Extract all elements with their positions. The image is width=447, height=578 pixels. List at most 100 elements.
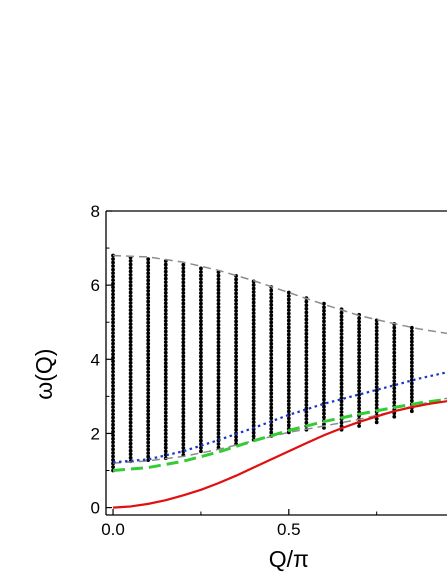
scatter-point [339,410,344,414]
scatter-point [286,371,291,375]
scatter-point [111,299,115,304]
scatter-point [409,384,414,389]
scatter-point [199,333,203,338]
scatter-point [357,337,362,342]
y-tick-label: 2 [91,424,100,443]
scatter-point [251,356,256,361]
scatter-point [199,400,203,404]
scatter-point [111,324,115,328]
scatter-point [304,374,309,379]
scatter-point [234,392,238,397]
scatter-point [322,397,326,402]
scatter-point [146,341,151,346]
scatter-point [199,379,203,383]
scatter-point [111,274,115,279]
scatter-point [251,335,256,340]
scatter-point [322,312,326,317]
scatter-point [286,325,291,330]
scatter-point [251,311,256,315]
scatter-point [286,315,291,319]
scatter-point [199,266,203,271]
scatter-point [111,398,115,402]
scatter-point [146,451,151,455]
scatter-point [304,342,309,347]
scatter-point [146,303,151,307]
scatter-point [251,406,256,410]
scatter-point [128,455,133,460]
scatter-point [128,269,133,274]
scatter-point [357,358,362,362]
scatter-point [181,308,186,313]
scatter-point [111,285,115,290]
scatter-point [163,407,168,411]
scatter-point [286,378,291,382]
scatter-point [392,375,397,380]
scatter-point [234,333,238,338]
scatter-point [216,329,221,334]
scatter-point [357,371,362,376]
lines-layer [112,254,447,509]
scatter-point [357,316,362,321]
scatter-point [322,355,326,359]
scatter-point [409,395,414,400]
scatter-point [269,331,274,336]
scatter-point [163,357,168,362]
scatter-point [216,273,221,278]
scatter-point [111,465,115,469]
scatter-point [199,393,203,397]
scatter-point [251,367,256,372]
y-tick-label: 4 [91,350,100,369]
scatter-point [339,356,344,361]
scatter-point [111,327,115,332]
scatter-point [234,312,238,317]
scatter-point [392,389,397,394]
scatter-point [234,413,238,418]
scatter-point [181,350,186,355]
scatter-point [128,403,133,407]
scatter-point [216,421,221,425]
scatter-point [269,345,274,350]
scatter-point [234,350,238,355]
series-line-dashed [112,397,447,464]
scatter-point [146,310,151,314]
scatter-point [146,447,151,452]
scatter-point [181,389,186,394]
scatter-point [128,445,133,450]
scatter-point [216,340,221,345]
scatter-point [269,391,274,396]
scatter-point [251,420,256,425]
scatter-point [128,343,133,348]
scatter-point [111,345,115,350]
scatter-point [304,349,309,354]
scatter-point [304,353,309,357]
scatter-point [286,329,291,333]
scatter-point [304,385,309,389]
scatter-point [234,368,238,373]
scatter-point [286,360,291,365]
scatter-point [216,389,221,394]
scatter-point [163,385,168,390]
scatter-point [357,340,362,345]
scatter-point [251,346,256,351]
scatter-point [181,421,186,426]
scatter-point [357,333,362,338]
scatter-point [251,286,256,291]
scatter-point [286,381,291,386]
scatter-point [111,387,115,392]
scatter-point [181,305,186,309]
scatter-point [216,277,221,282]
scatter-point [128,346,133,351]
scatter-point [216,428,221,432]
scatter-point [216,350,221,355]
scatter-point [111,362,115,367]
scatter-point [216,424,221,429]
scatter-point [251,363,256,368]
scatter-point [269,348,274,353]
scatter-point [304,367,309,372]
scatter-point [146,366,151,371]
scatter-point [163,326,168,330]
scatter-point [392,372,397,376]
scatter-point [128,258,133,263]
scatter-point [128,431,133,436]
scatter-point [392,368,397,373]
